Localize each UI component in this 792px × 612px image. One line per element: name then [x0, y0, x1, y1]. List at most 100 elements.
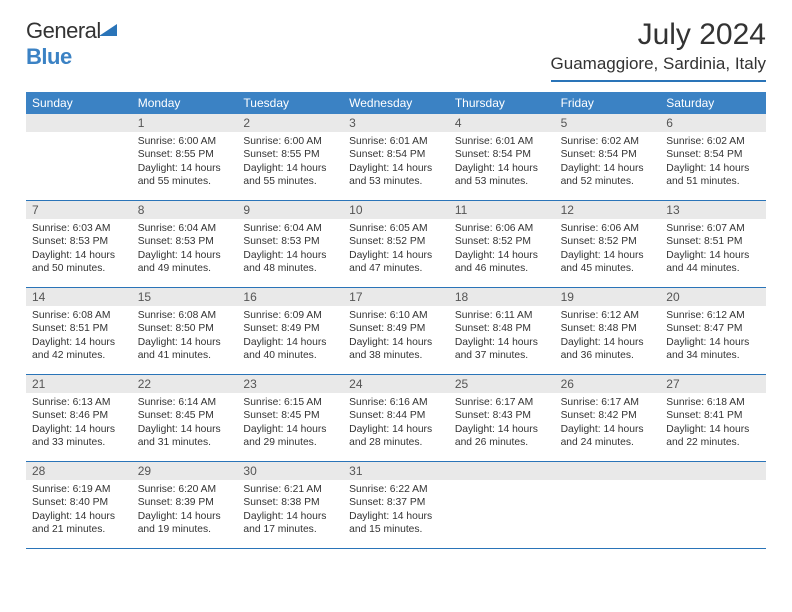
- day-number: 1: [132, 114, 238, 132]
- day-number: 12: [555, 201, 661, 219]
- day-body: Sunrise: 6:09 AMSunset: 8:49 PMDaylight:…: [237, 306, 343, 367]
- day-cell: 25Sunrise: 6:17 AMSunset: 8:43 PMDayligh…: [449, 375, 555, 461]
- day-cell: 8Sunrise: 6:04 AMSunset: 8:53 PMDaylight…: [132, 201, 238, 287]
- day-number: 17: [343, 288, 449, 306]
- day-body: Sunrise: 6:10 AMSunset: 8:49 PMDaylight:…: [343, 306, 449, 367]
- month-title: July 2024: [551, 18, 766, 52]
- day-number: 3: [343, 114, 449, 132]
- day-body: Sunrise: 6:04 AMSunset: 8:53 PMDaylight:…: [237, 219, 343, 280]
- day-body: Sunrise: 6:05 AMSunset: 8:52 PMDaylight:…: [343, 219, 449, 280]
- day-cell: 24Sunrise: 6:16 AMSunset: 8:44 PMDayligh…: [343, 375, 449, 461]
- day-cell: [449, 462, 555, 548]
- calendar: SundayMondayTuesdayWednesdayThursdayFrid…: [26, 92, 766, 549]
- weekday-header: Monday: [132, 92, 238, 114]
- day-number: 10: [343, 201, 449, 219]
- day-number-empty: [660, 462, 766, 480]
- day-cell: 3Sunrise: 6:01 AMSunset: 8:54 PMDaylight…: [343, 114, 449, 200]
- day-number: 26: [555, 375, 661, 393]
- day-number: 6: [660, 114, 766, 132]
- day-body: Sunrise: 6:02 AMSunset: 8:54 PMDaylight:…: [555, 132, 661, 193]
- day-cell: 18Sunrise: 6:11 AMSunset: 8:48 PMDayligh…: [449, 288, 555, 374]
- weekday-header: Saturday: [660, 92, 766, 114]
- day-cell: 11Sunrise: 6:06 AMSunset: 8:52 PMDayligh…: [449, 201, 555, 287]
- day-number: 29: [132, 462, 238, 480]
- day-number: 18: [449, 288, 555, 306]
- day-number: 2: [237, 114, 343, 132]
- day-cell: 2Sunrise: 6:00 AMSunset: 8:55 PMDaylight…: [237, 114, 343, 200]
- day-cell: 20Sunrise: 6:12 AMSunset: 8:47 PMDayligh…: [660, 288, 766, 374]
- day-cell: 26Sunrise: 6:17 AMSunset: 8:42 PMDayligh…: [555, 375, 661, 461]
- day-body: Sunrise: 6:01 AMSunset: 8:54 PMDaylight:…: [343, 132, 449, 193]
- day-cell: [555, 462, 661, 548]
- week-row: 1Sunrise: 6:00 AMSunset: 8:55 PMDaylight…: [26, 114, 766, 201]
- day-number: 5: [555, 114, 661, 132]
- day-number: 11: [449, 201, 555, 219]
- day-cell: 7Sunrise: 6:03 AMSunset: 8:53 PMDaylight…: [26, 201, 132, 287]
- day-number: 27: [660, 375, 766, 393]
- day-cell: 29Sunrise: 6:20 AMSunset: 8:39 PMDayligh…: [132, 462, 238, 548]
- day-cell: 1Sunrise: 6:00 AMSunset: 8:55 PMDaylight…: [132, 114, 238, 200]
- day-cell: 9Sunrise: 6:04 AMSunset: 8:53 PMDaylight…: [237, 201, 343, 287]
- day-number: 20: [660, 288, 766, 306]
- day-cell: 15Sunrise: 6:08 AMSunset: 8:50 PMDayligh…: [132, 288, 238, 374]
- day-body: Sunrise: 6:06 AMSunset: 8:52 PMDaylight:…: [449, 219, 555, 280]
- day-body: Sunrise: 6:08 AMSunset: 8:50 PMDaylight:…: [132, 306, 238, 367]
- day-body: Sunrise: 6:06 AMSunset: 8:52 PMDaylight:…: [555, 219, 661, 280]
- day-cell: 16Sunrise: 6:09 AMSunset: 8:49 PMDayligh…: [237, 288, 343, 374]
- day-number: 28: [26, 462, 132, 480]
- day-number: 30: [237, 462, 343, 480]
- day-cell: 31Sunrise: 6:22 AMSunset: 8:37 PMDayligh…: [343, 462, 449, 548]
- day-cell: 17Sunrise: 6:10 AMSunset: 8:49 PMDayligh…: [343, 288, 449, 374]
- day-body: Sunrise: 6:22 AMSunset: 8:37 PMDaylight:…: [343, 480, 449, 541]
- day-body: Sunrise: 6:18 AMSunset: 8:41 PMDaylight:…: [660, 393, 766, 454]
- logo-word-1: General: [26, 18, 101, 43]
- logo-triangle-icon: [99, 18, 119, 43]
- day-cell: 4Sunrise: 6:01 AMSunset: 8:54 PMDaylight…: [449, 114, 555, 200]
- day-cell: 30Sunrise: 6:21 AMSunset: 8:38 PMDayligh…: [237, 462, 343, 548]
- day-body: Sunrise: 6:04 AMSunset: 8:53 PMDaylight:…: [132, 219, 238, 280]
- day-cell: [660, 462, 766, 548]
- logo: General Blue: [26, 18, 119, 70]
- day-body: Sunrise: 6:19 AMSunset: 8:40 PMDaylight:…: [26, 480, 132, 541]
- week-row: 21Sunrise: 6:13 AMSunset: 8:46 PMDayligh…: [26, 375, 766, 462]
- day-cell: 28Sunrise: 6:19 AMSunset: 8:40 PMDayligh…: [26, 462, 132, 548]
- day-body: Sunrise: 6:16 AMSunset: 8:44 PMDaylight:…: [343, 393, 449, 454]
- day-number: 19: [555, 288, 661, 306]
- day-body: Sunrise: 6:17 AMSunset: 8:42 PMDaylight:…: [555, 393, 661, 454]
- day-number: 15: [132, 288, 238, 306]
- day-cell: 10Sunrise: 6:05 AMSunset: 8:52 PMDayligh…: [343, 201, 449, 287]
- day-number: 16: [237, 288, 343, 306]
- day-number: 25: [449, 375, 555, 393]
- day-number: 9: [237, 201, 343, 219]
- day-number-empty: [555, 462, 661, 480]
- day-cell: 14Sunrise: 6:08 AMSunset: 8:51 PMDayligh…: [26, 288, 132, 374]
- day-number: 21: [26, 375, 132, 393]
- day-number: 4: [449, 114, 555, 132]
- day-cell: 23Sunrise: 6:15 AMSunset: 8:45 PMDayligh…: [237, 375, 343, 461]
- day-body: Sunrise: 6:08 AMSunset: 8:51 PMDaylight:…: [26, 306, 132, 367]
- day-body: Sunrise: 6:03 AMSunset: 8:53 PMDaylight:…: [26, 219, 132, 280]
- week-row: 28Sunrise: 6:19 AMSunset: 8:40 PMDayligh…: [26, 462, 766, 549]
- day-cell: 22Sunrise: 6:14 AMSunset: 8:45 PMDayligh…: [132, 375, 238, 461]
- title-block: July 2024 Guamaggiore, Sardinia, Italy: [551, 18, 766, 82]
- day-body: Sunrise: 6:13 AMSunset: 8:46 PMDaylight:…: [26, 393, 132, 454]
- day-number: 14: [26, 288, 132, 306]
- weekday-header: Wednesday: [343, 92, 449, 114]
- day-cell: [26, 114, 132, 200]
- day-body: Sunrise: 6:21 AMSunset: 8:38 PMDaylight:…: [237, 480, 343, 541]
- day-cell: 13Sunrise: 6:07 AMSunset: 8:51 PMDayligh…: [660, 201, 766, 287]
- day-body: Sunrise: 6:07 AMSunset: 8:51 PMDaylight:…: [660, 219, 766, 280]
- day-cell: 5Sunrise: 6:02 AMSunset: 8:54 PMDaylight…: [555, 114, 661, 200]
- weekday-header: Friday: [555, 92, 661, 114]
- day-cell: 27Sunrise: 6:18 AMSunset: 8:41 PMDayligh…: [660, 375, 766, 461]
- day-cell: 12Sunrise: 6:06 AMSunset: 8:52 PMDayligh…: [555, 201, 661, 287]
- day-body: Sunrise: 6:00 AMSunset: 8:55 PMDaylight:…: [132, 132, 238, 193]
- weekday-header: Tuesday: [237, 92, 343, 114]
- weekday-header-row: SundayMondayTuesdayWednesdayThursdayFrid…: [26, 92, 766, 114]
- weekday-header: Sunday: [26, 92, 132, 114]
- day-cell: 6Sunrise: 6:02 AMSunset: 8:54 PMDaylight…: [660, 114, 766, 200]
- day-number-empty: [449, 462, 555, 480]
- day-body: Sunrise: 6:00 AMSunset: 8:55 PMDaylight:…: [237, 132, 343, 193]
- day-body: Sunrise: 6:11 AMSunset: 8:48 PMDaylight:…: [449, 306, 555, 367]
- day-body: Sunrise: 6:14 AMSunset: 8:45 PMDaylight:…: [132, 393, 238, 454]
